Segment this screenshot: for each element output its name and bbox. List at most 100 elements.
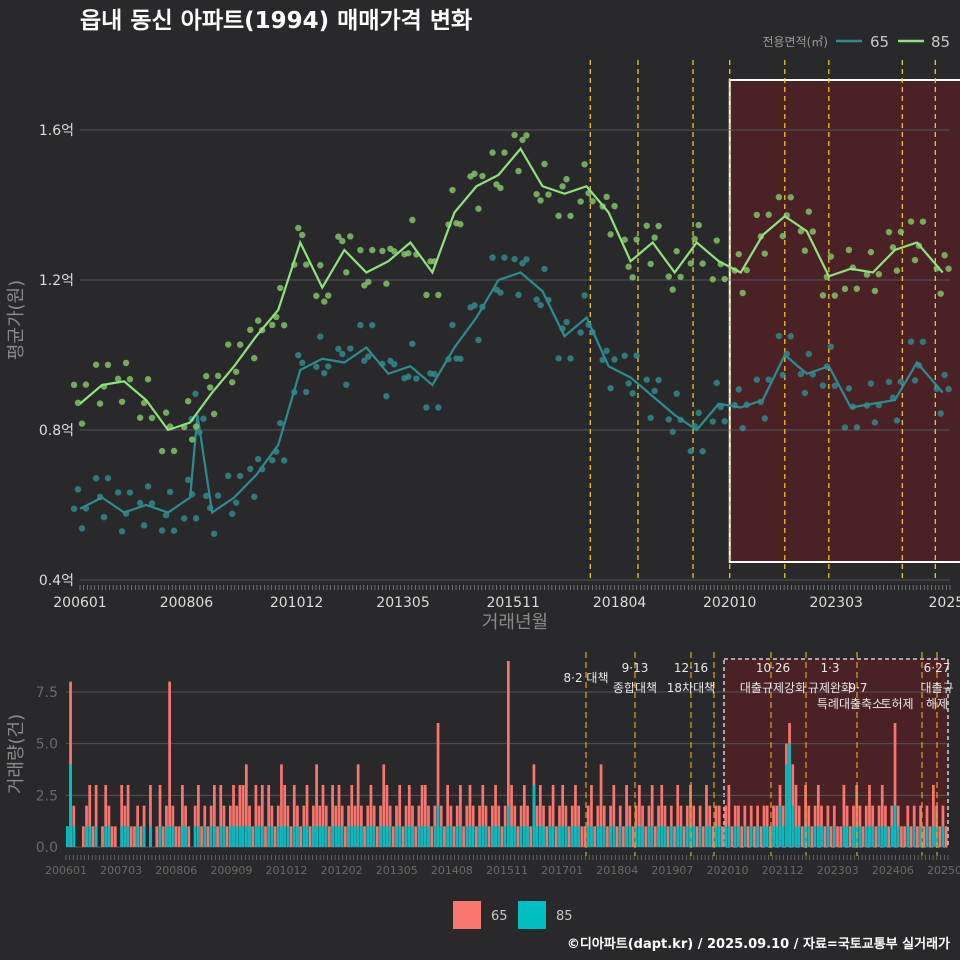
series-85-point: [214, 372, 222, 380]
volume-bar-65: [740, 826, 743, 847]
volume-bar-65: [580, 826, 584, 847]
volume-bar-85: [481, 826, 485, 847]
volume-bar-85: [503, 826, 507, 847]
series-85-point: [210, 410, 218, 418]
series-85-point: [317, 262, 324, 269]
series-85-point: [611, 202, 618, 210]
volume-bar-85: [890, 826, 894, 847]
volume-bar-85: [213, 826, 216, 847]
volume-bar-85: [596, 826, 600, 847]
series-65-point: [413, 375, 420, 382]
volume-bar-85: [845, 826, 849, 847]
volume-bar-85: [762, 826, 766, 847]
series-65-point: [391, 360, 398, 368]
volume-bar-65: [264, 826, 267, 847]
volume-bar-65: [909, 826, 913, 847]
series-65-point: [655, 376, 662, 384]
series-65-point: [721, 418, 728, 425]
series-85-point: [347, 233, 354, 240]
volume-bar-65: [682, 826, 686, 847]
volume-bar-85: [641, 826, 644, 847]
series-65-point: [423, 404, 430, 411]
series-85-point: [537, 197, 544, 204]
volume-bar-65: [631, 826, 635, 847]
volume-bar-65: [459, 785, 462, 847]
volume-bar-85: [507, 805, 510, 847]
legend-title: 전용면적(㎡): [762, 35, 828, 49]
series-65-point: [475, 336, 482, 344]
volume-bar-85: [382, 826, 386, 847]
series-85-point: [577, 198, 584, 205]
volume-bar-65: [225, 826, 229, 847]
series-65-point: [136, 499, 144, 507]
chart-title: 읍내 동신 아파트(1994) 매매가격 변화: [80, 8, 472, 34]
volume-bar-65: [129, 826, 133, 847]
volume-bar-85: [842, 826, 846, 847]
volume-bar-65: [880, 785, 884, 847]
series-65-point: [867, 380, 875, 387]
volume-bar-85: [222, 826, 226, 847]
volume-bar-65: [893, 723, 897, 847]
series-85-point: [889, 244, 897, 251]
volume-bar-65: [567, 826, 571, 847]
series-65-point: [633, 352, 640, 359]
volume-bar-85: [142, 826, 146, 847]
series-85-point: [867, 248, 875, 256]
policy-annotation: 10·26: [756, 661, 790, 675]
volume-bar-65: [874, 826, 878, 847]
volume-bar-85: [884, 826, 887, 847]
volume-bar-85: [232, 826, 235, 847]
series-85-point: [303, 261, 310, 268]
series-85-point: [647, 260, 654, 268]
volume-bar-85: [88, 826, 92, 847]
series-65-point: [184, 476, 192, 484]
volume-bar-85: [404, 826, 408, 847]
series-65-point: [347, 345, 354, 352]
policy-annotation: 대출규제강화: [740, 681, 806, 695]
series-65-point: [78, 525, 86, 532]
volume-bar-85: [193, 826, 197, 847]
volume-bar-85: [727, 826, 731, 847]
volume-bar-85: [219, 826, 223, 847]
volume-x-tick-label: 201408: [431, 864, 473, 877]
volume-bar-85: [794, 826, 798, 847]
volume-bar-85: [494, 826, 497, 847]
series-85-point: [779, 232, 787, 240]
series-65-point: [779, 371, 787, 379]
policy-annotation: 대출규: [920, 681, 953, 695]
series-85-point: [114, 375, 122, 383]
series-65-point: [541, 265, 548, 273]
volume-bar-65: [292, 785, 296, 847]
volume-bar-85: [737, 826, 740, 847]
volume-bar-65: [356, 764, 360, 847]
volume-bar-65: [254, 785, 258, 847]
series-85-point: [519, 136, 526, 144]
series-65-point: [118, 528, 126, 535]
series-85-point: [555, 212, 562, 220]
series-85-point: [907, 218, 915, 225]
volume-bar-85: [638, 826, 641, 847]
series-85-point: [343, 269, 350, 276]
series-65-point: [357, 321, 364, 329]
volume-bar-85: [941, 826, 945, 847]
volume-bar-65: [666, 826, 670, 847]
volume-bar-65: [868, 785, 871, 847]
y-tick-label: 0.4억: [39, 573, 74, 589]
volume-bar-85: [379, 826, 382, 847]
x-tick-label: 200601: [53, 595, 106, 611]
volume-bar-65: [216, 826, 219, 847]
volume-bar-85: [558, 826, 561, 847]
volume-bar-85: [347, 826, 350, 847]
volume-bar-85: [337, 826, 341, 847]
series-65-point: [765, 376, 772, 383]
series-85-point: [405, 250, 412, 257]
series-85-point: [321, 298, 328, 305]
volume-bar-65: [315, 764, 318, 847]
series-85-point: [295, 224, 302, 232]
series-65-point: [695, 409, 702, 417]
volume-bar-85: [398, 826, 402, 847]
series-65-point: [254, 455, 262, 463]
series-85-point: [232, 368, 240, 375]
volume-bar-65: [289, 826, 293, 847]
series-85-point: [919, 218, 927, 225]
